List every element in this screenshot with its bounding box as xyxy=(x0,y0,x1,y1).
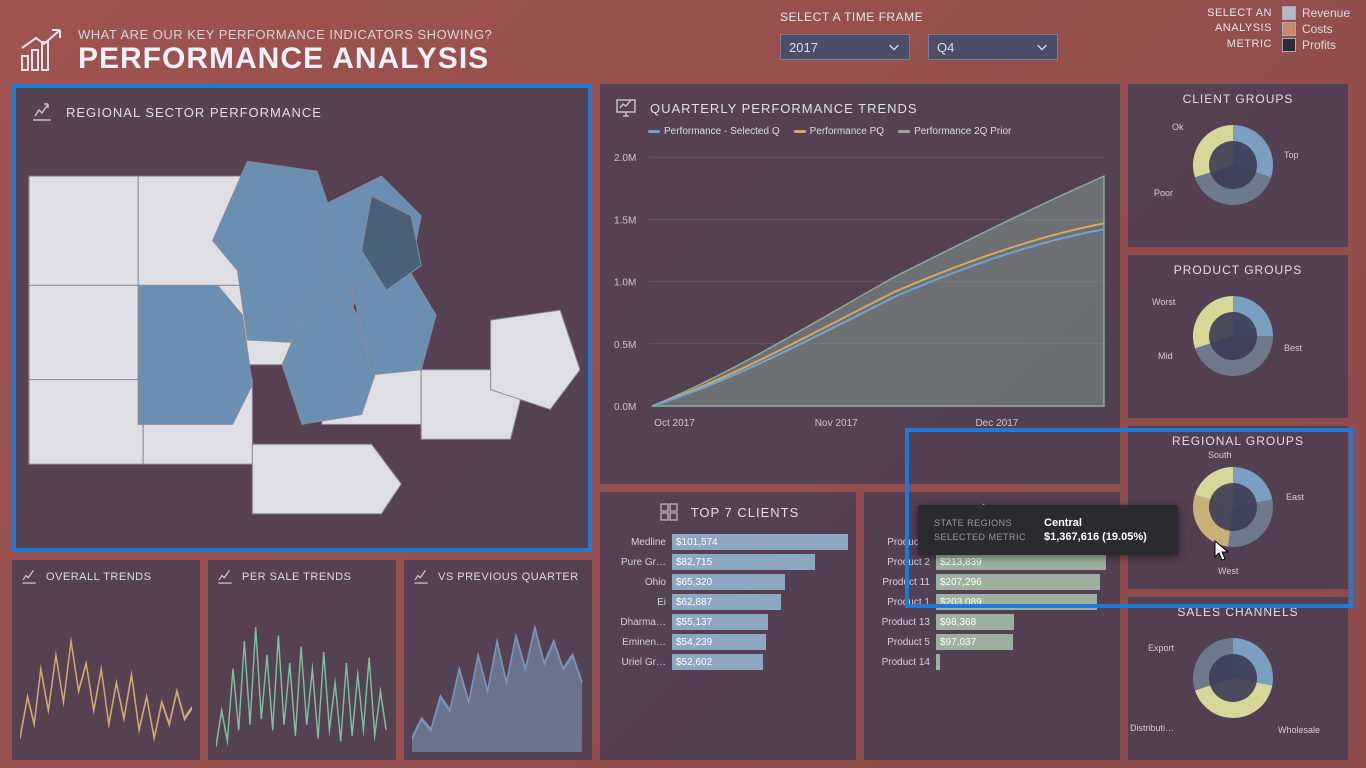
bar-row[interactable]: Pure Gr… $82,715 xyxy=(608,554,848,570)
bar-row[interactable]: Ohio $65,320 xyxy=(608,574,848,590)
regional-map-panel[interactable]: REGIONAL SECTOR PERFORMANCE xyxy=(12,84,592,552)
page-title: PERFORMANCE ANALYSIS xyxy=(78,42,492,76)
quarterly-trends-panel: QUARTERLY PERFORMANCE TRENDS Performance… xyxy=(600,84,1120,484)
bar-row[interactable]: Product 2 $213,839 xyxy=(872,554,1112,570)
dashboard-header: WHAT ARE OUR KEY PERFORMANCE INDICATORS … xyxy=(0,0,1366,80)
clients-title: TOP 7 CLIENTS xyxy=(691,505,800,520)
donut-column: CLIENT GROUPS OkTopPoorPRODUCT GROUPS Wo… xyxy=(1128,84,1348,760)
mini-chart-icon xyxy=(216,568,234,586)
quarter-value: Q4 xyxy=(937,40,954,55)
map-title: REGIONAL SECTOR PERFORMANCE xyxy=(66,105,322,120)
sparkline-card[interactable]: VS PREVIOUS QUARTER xyxy=(404,560,592,760)
metric-option[interactable]: Revenue xyxy=(1282,6,1350,20)
svg-text:1.5M: 1.5M xyxy=(614,215,636,226)
us-map[interactable] xyxy=(16,130,588,544)
svg-text:Dec 2017: Dec 2017 xyxy=(975,418,1018,429)
bar-row[interactable]: Medline $101,574 xyxy=(608,534,848,550)
trends-chart[interactable]: 2.0M 1.5M 1.0M 0.5M 0.0M Oct 2017 Nov 2017 D… xyxy=(614,141,1106,432)
year-select[interactable]: 2017 xyxy=(780,34,910,60)
bar-row[interactable]: Ei $62,887 xyxy=(608,594,848,610)
svg-text:0.5M: 0.5M xyxy=(614,340,636,351)
sparkline-row: OVERALL TRENDS PER SALE TRENDS VS PREVIO… xyxy=(12,560,592,760)
mini-chart-icon xyxy=(20,568,38,586)
mini-chart-icon xyxy=(412,568,430,586)
timeframe-selector: SELECT A TIME FRAME 2017 Q4 xyxy=(780,10,1058,60)
quarter-select[interactable]: Q4 xyxy=(928,34,1058,60)
bar-row[interactable]: Product 11 $207,296 xyxy=(872,574,1112,590)
svg-text:0.0M: 0.0M xyxy=(614,402,636,413)
svg-text:1.0M: 1.0M xyxy=(614,278,636,289)
bar-row[interactable]: Uriel Gr… $52,602 xyxy=(608,654,848,670)
chevron-down-icon xyxy=(887,40,901,54)
metric-option[interactable]: Profits xyxy=(1282,38,1350,52)
chart-icon xyxy=(16,28,64,76)
svg-text:Oct 2017: Oct 2017 xyxy=(654,418,695,429)
bar-row[interactable]: Dharma… $55,137 xyxy=(608,614,848,630)
bar-row[interactable]: Product 5 $97,037 xyxy=(872,634,1112,650)
sparkline-card[interactable]: OVERALL TRENDS xyxy=(12,560,200,760)
bar-row[interactable]: Eminen… $54,239 xyxy=(608,634,848,650)
bar-row[interactable]: Product 14 xyxy=(872,654,1112,670)
clients-icon xyxy=(657,500,681,524)
metric-option[interactable]: Costs xyxy=(1282,22,1350,36)
trends-title: QUARTERLY PERFORMANCE TRENDS xyxy=(650,101,918,116)
trends-legend: Performance - Selected Q Performance PQ … xyxy=(600,126,1120,141)
donut-card[interactable]: CLIENT GROUPS OkTopPoor xyxy=(1128,84,1348,247)
donut-card[interactable]: SALES CHANNELS ExportWholesaleDistributi… xyxy=(1128,597,1348,760)
svg-text:2.0M: 2.0M xyxy=(614,153,636,164)
timeframe-label: SELECT A TIME FRAME xyxy=(780,10,1058,24)
bar-row[interactable]: Product 13 $98,368 xyxy=(872,614,1112,630)
chevron-down-icon xyxy=(1035,40,1049,54)
page-subtitle: WHAT ARE OUR KEY PERFORMANCE INDICATORS … xyxy=(78,27,492,42)
top-clients-panel: TOP 7 CLIENTS Medline $101,574 Pure Gr… $… xyxy=(600,492,856,760)
bar-row[interactable]: Product 1 $203,089 xyxy=(872,594,1112,610)
trend-icon xyxy=(30,100,54,124)
svg-text:Nov 2017: Nov 2017 xyxy=(815,418,858,429)
presentation-icon xyxy=(614,96,638,120)
donut-card[interactable]: PRODUCT GROUPS WorstBestMid xyxy=(1128,255,1348,418)
year-value: 2017 xyxy=(789,40,818,55)
sparkline-card[interactable]: PER SALE TRENDS xyxy=(208,560,396,760)
metric-selector-label: SELECT AN ANALYSIS METRIC xyxy=(1207,6,1272,52)
hover-tooltip: STATE REGIONSCentral SELECTED METRIC$1,3… xyxy=(918,505,1178,555)
